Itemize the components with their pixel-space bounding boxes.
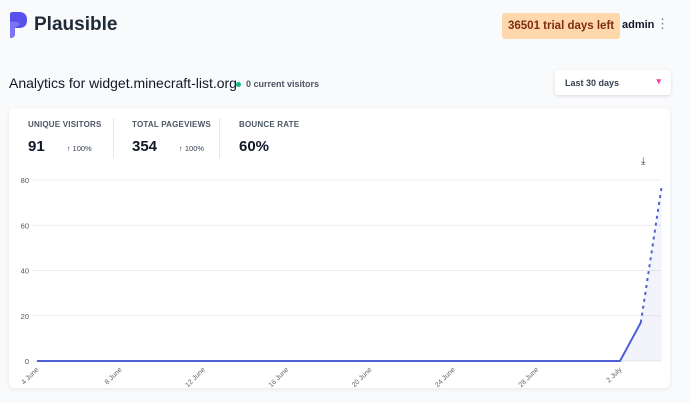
x-tick-label: 12 June <box>184 366 207 389</box>
series-line <box>37 322 642 362</box>
trial-badge[interactable]: 36501 trial days left <box>502 13 621 39</box>
chevron-down-icon: ▾ <box>656 76 661 86</box>
current-visitors-label: 0 current visitors <box>246 79 320 89</box>
page-title: Analytics for widget.minecraft-list.org <box>9 75 237 91</box>
stat-change: ↑ 100% <box>179 144 205 153</box>
x-tick-label: 28 June <box>518 366 541 389</box>
y-tick-label: 40 <box>21 267 29 276</box>
stat-total-pageviews[interactable]: TOTAL PAGEVIEWS 354 ↑ 100% <box>132 120 211 156</box>
brand-name: Plausible <box>34 14 118 35</box>
area-fill <box>37 186 662 361</box>
x-tick-label: 4 June <box>21 366 41 386</box>
plausible-logo-icon <box>10 12 27 38</box>
series-line-incomplete <box>639 186 663 323</box>
stat-label: TOTAL PAGEVIEWS <box>132 120 211 129</box>
y-tick-label: 60 <box>21 221 29 230</box>
stat-bounce-rate[interactable]: BOUNCE RATE 60% <box>239 120 299 156</box>
y-tick-label: 0 <box>25 357 29 366</box>
kebab-menu-icon[interactable]: ⋮ <box>656 16 669 31</box>
divider <box>113 118 114 158</box>
x-tick-label: 24 June <box>434 366 457 389</box>
stat-value: 91 <box>28 138 45 155</box>
x-tick-label: 8 June <box>104 366 124 386</box>
logo[interactable]: Plausible <box>8 12 117 38</box>
y-tick-label: 20 <box>21 312 29 321</box>
stat-unique-visitors[interactable]: UNIQUE VISITORS 91 ↑ 100% <box>28 120 102 156</box>
stat-value: 60% <box>239 138 270 155</box>
x-tick-label: 20 June <box>351 366 374 389</box>
period-select[interactable]: Last 30 days ▾ <box>555 70 671 95</box>
stat-label: UNIQUE VISITORS <box>28 120 102 129</box>
x-tick-label: 16 June <box>268 366 291 389</box>
stat-value: 354 <box>132 138 158 155</box>
x-tick-label: 2 July <box>606 366 624 384</box>
download-icon[interactable]: ⤓ <box>641 156 646 167</box>
current-visitors[interactable]: 0 current visitors <box>236 79 319 89</box>
divider <box>219 118 220 158</box>
user-menu[interactable]: admin <box>622 19 655 31</box>
stat-change: ↑ 100% <box>66 144 92 153</box>
main-graph-card: UNIQUE VISITORS 91 ↑ 100% TOTAL PAGEVIEWS 3… <box>9 108 670 388</box>
period-label: Last 30 days <box>565 78 620 88</box>
stat-label: BOUNCE RATE <box>239 120 300 129</box>
y-tick-label: 80 <box>21 176 29 185</box>
live-dot-icon <box>236 81 241 87</box>
